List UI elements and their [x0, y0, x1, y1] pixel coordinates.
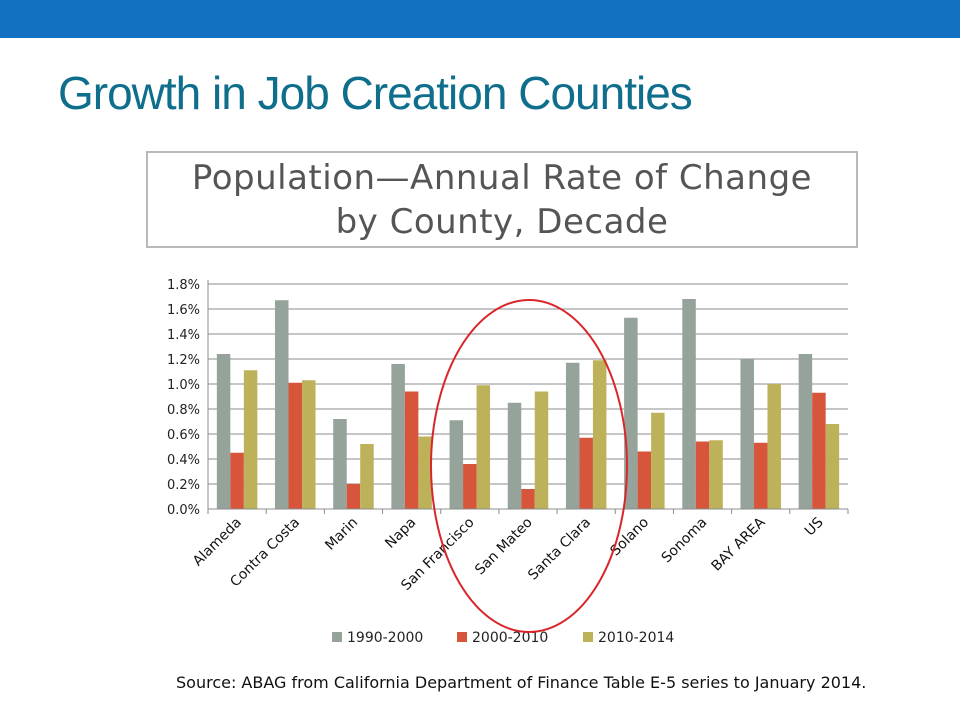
bar-2010-2014-sonoma	[709, 440, 723, 509]
bar-2000-2010-santa-clara	[579, 437, 593, 509]
legend-swatch	[457, 632, 467, 642]
legend-swatch	[332, 632, 342, 642]
bar-2010-2014-contra-costa	[302, 380, 316, 509]
top-accent-bar	[0, 0, 960, 38]
bar-2000-2010-bay-area	[753, 442, 768, 509]
bar-1990-2000-marin	[333, 419, 347, 509]
bar-1990-2000-san-mateo	[507, 402, 522, 509]
bar-1990-2000-bay-area	[740, 359, 754, 509]
highlight-ellipse	[430, 299, 628, 633]
y-tick-label: 0.8%	[167, 403, 200, 418]
chart-title-line-1: Population—Annual Rate of Change	[191, 157, 813, 198]
y-tick-label: 1.8%	[167, 278, 200, 293]
bar-1990-2000-santa-clara	[565, 362, 580, 509]
bar-1990-2000-san-francisco	[449, 420, 464, 509]
legend-swatch	[583, 632, 593, 642]
annotations	[430, 299, 628, 633]
bar-2010-2014-napa	[418, 436, 432, 509]
x-tick-label: Santa Clara	[525, 515, 594, 584]
chart-title-box: Population—Annual Rate of Change by Coun…	[146, 151, 858, 248]
x-tick-label: Solano	[607, 515, 652, 560]
chart-title-line-2: by County, Decade	[335, 201, 669, 242]
bar-2000-2010-us	[812, 392, 826, 509]
bar-1990-2000-sonoma	[682, 299, 696, 509]
bar-2010-2014-santa-clara	[592, 360, 607, 509]
bar-2010-2014-san-francisco	[476, 385, 491, 509]
axes	[207, 280, 849, 514]
bar-1990-2000-alameda	[216, 354, 231, 509]
chart-title: Population—Annual Rate of Change by Coun…	[192, 156, 812, 244]
legend: 1990-2000 2000-2010 2010-2014	[332, 630, 674, 646]
bar-1990-2000-contra-costa	[275, 300, 289, 509]
y-tick-label: 0.2%	[167, 478, 200, 493]
y-tick-label: 1.4%	[167, 328, 200, 343]
bar-1990-2000-us	[798, 354, 813, 509]
axis-labels: 0.0% 0.2% 0.4% 0.6% 0.8% 1.0% 1.2% 1.4% 1.6% 1.8%…	[167, 278, 827, 594]
x-tick-label: Sonoma	[659, 515, 711, 567]
bar-2010-2014-us	[825, 424, 840, 509]
bar-2000-2010-alameda	[230, 452, 244, 509]
source-note: Source: ABAG from California Department …	[176, 673, 867, 692]
x-tick-label: San Mateo	[472, 515, 536, 579]
legend-label: 2000-2010	[472, 630, 548, 646]
legend-label: 2010-2014	[598, 630, 674, 646]
y-tick-label: 0.4%	[167, 453, 200, 468]
y-tick-label: 1.2%	[167, 353, 200, 368]
bar-2010-2014-marin	[360, 444, 374, 509]
x-tick-label: Marin	[322, 515, 361, 554]
bar-2000-2010-napa	[404, 391, 419, 509]
y-tick-label: 0.6%	[167, 428, 200, 443]
bar-2000-2010-contra-costa	[288, 382, 303, 509]
bar-2000-2010-sonoma	[695, 441, 710, 509]
bar-2000-2010-solano	[637, 451, 652, 509]
x-tick-label: US	[802, 514, 827, 539]
slide-title: Growth in Job Creation Counties	[58, 67, 693, 119]
bar-1990-2000-napa	[391, 364, 405, 509]
y-tick-label: 0.0%	[167, 503, 200, 518]
bar-2000-2010-marin	[346, 484, 361, 509]
x-tick-label: BAY AREA	[709, 514, 769, 574]
bar-2010-2014-bay-area	[767, 384, 781, 509]
x-tick-label: Napa	[382, 515, 419, 552]
y-tick-label: 1.6%	[167, 303, 200, 318]
bar-2010-2014-san-mateo	[534, 391, 549, 509]
bar-2010-2014-solano	[651, 412, 665, 509]
legend-label: 1990-2000	[347, 630, 423, 646]
bar-2000-2010-san-francisco	[463, 464, 477, 509]
bar-2000-2010-san-mateo	[521, 489, 535, 509]
x-tick-label: Alameda	[190, 515, 245, 570]
bars	[216, 299, 840, 509]
bar-2010-2014-alameda	[243, 370, 258, 509]
y-tick-label: 1.0%	[167, 378, 200, 393]
